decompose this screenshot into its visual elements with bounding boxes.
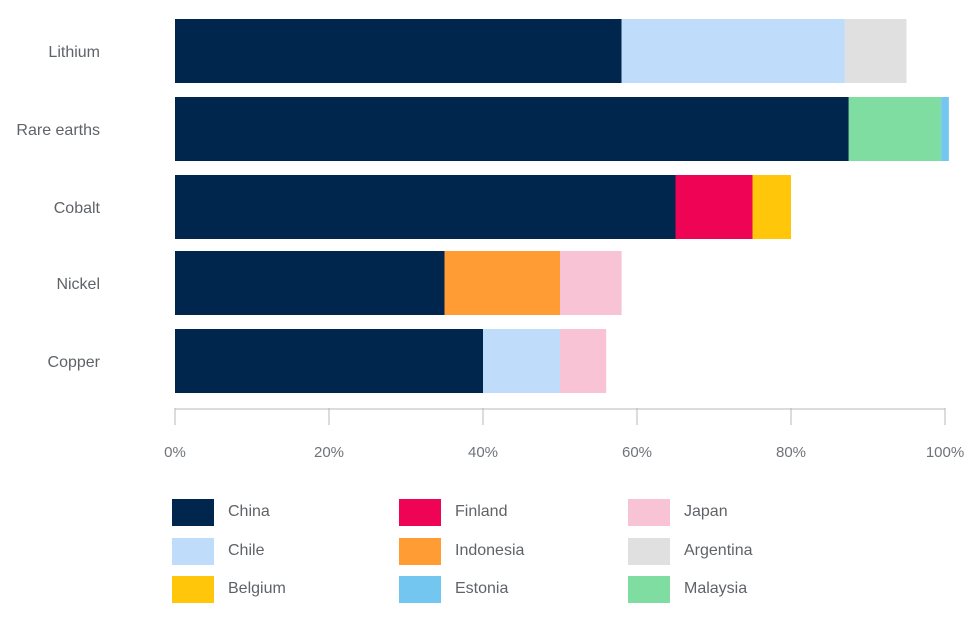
legend-item: Chile: [172, 537, 264, 565]
bar-segment: [941, 97, 949, 161]
legend-item: Estonia: [399, 575, 508, 603]
category-label: Cobalt: [54, 200, 101, 217]
legend-swatch: [628, 575, 670, 603]
bar-segment: [175, 97, 849, 161]
legend-swatch: [399, 575, 441, 603]
bar-segment: [560, 251, 622, 315]
x-tick-label: 0%: [164, 444, 186, 461]
bar-segment: [752, 175, 791, 239]
bar-segment: [844, 19, 907, 83]
legend-item: Indonesia: [399, 537, 524, 565]
legend-item: Japan: [628, 498, 728, 526]
legend-swatch: [628, 498, 670, 526]
legend-item: China: [172, 498, 270, 526]
category-label: Nickel: [56, 276, 100, 293]
bar-segment: [175, 19, 622, 83]
legend-swatch: [628, 537, 670, 565]
category-label: Rare earths: [16, 122, 100, 139]
x-tick-label: 100%: [926, 444, 964, 461]
legend-label: Estonia: [455, 580, 509, 597]
category-label: Lithium: [48, 44, 100, 61]
bar-segment: [175, 251, 445, 315]
x-tick-label: 40%: [468, 444, 498, 461]
legend-swatch: [399, 537, 441, 565]
x-tick-label: 80%: [776, 444, 806, 461]
legend-swatch: [172, 575, 214, 603]
legend-label: Malaysia: [684, 580, 748, 597]
legend-item: Belgium: [172, 575, 286, 603]
legend-label: Indonesia: [455, 542, 525, 559]
legend-item: Finland: [399, 498, 507, 526]
legend-swatch: [399, 498, 441, 526]
category-label: Copper: [48, 354, 101, 371]
x-tick-label: 60%: [622, 444, 652, 461]
legend-swatch: [172, 537, 214, 565]
legend-item: Malaysia: [628, 575, 747, 603]
bar-segment: [621, 19, 845, 83]
bar-segment: [175, 329, 483, 393]
x-tick-label: 20%: [314, 444, 344, 461]
legend-label: Belgium: [228, 580, 286, 597]
legend-label: Japan: [684, 503, 728, 520]
bar-segment: [175, 175, 676, 239]
bar-segment: [560, 329, 607, 393]
bar-segment: [675, 175, 753, 239]
legend-item: Argentina: [628, 537, 753, 565]
legend-label: Argentina: [684, 542, 753, 559]
legend-label: Chile: [228, 542, 265, 559]
bar-segment: [444, 251, 560, 315]
bar-segment: [848, 97, 942, 161]
legend-swatch: [172, 498, 214, 526]
chart-legend: China Chile Belgium Finland Indonesia Estonia…: [172, 498, 812, 608]
bar-segment: [483, 329, 560, 393]
legend-label: China: [228, 503, 270, 520]
legend-label: Finland: [455, 503, 508, 520]
